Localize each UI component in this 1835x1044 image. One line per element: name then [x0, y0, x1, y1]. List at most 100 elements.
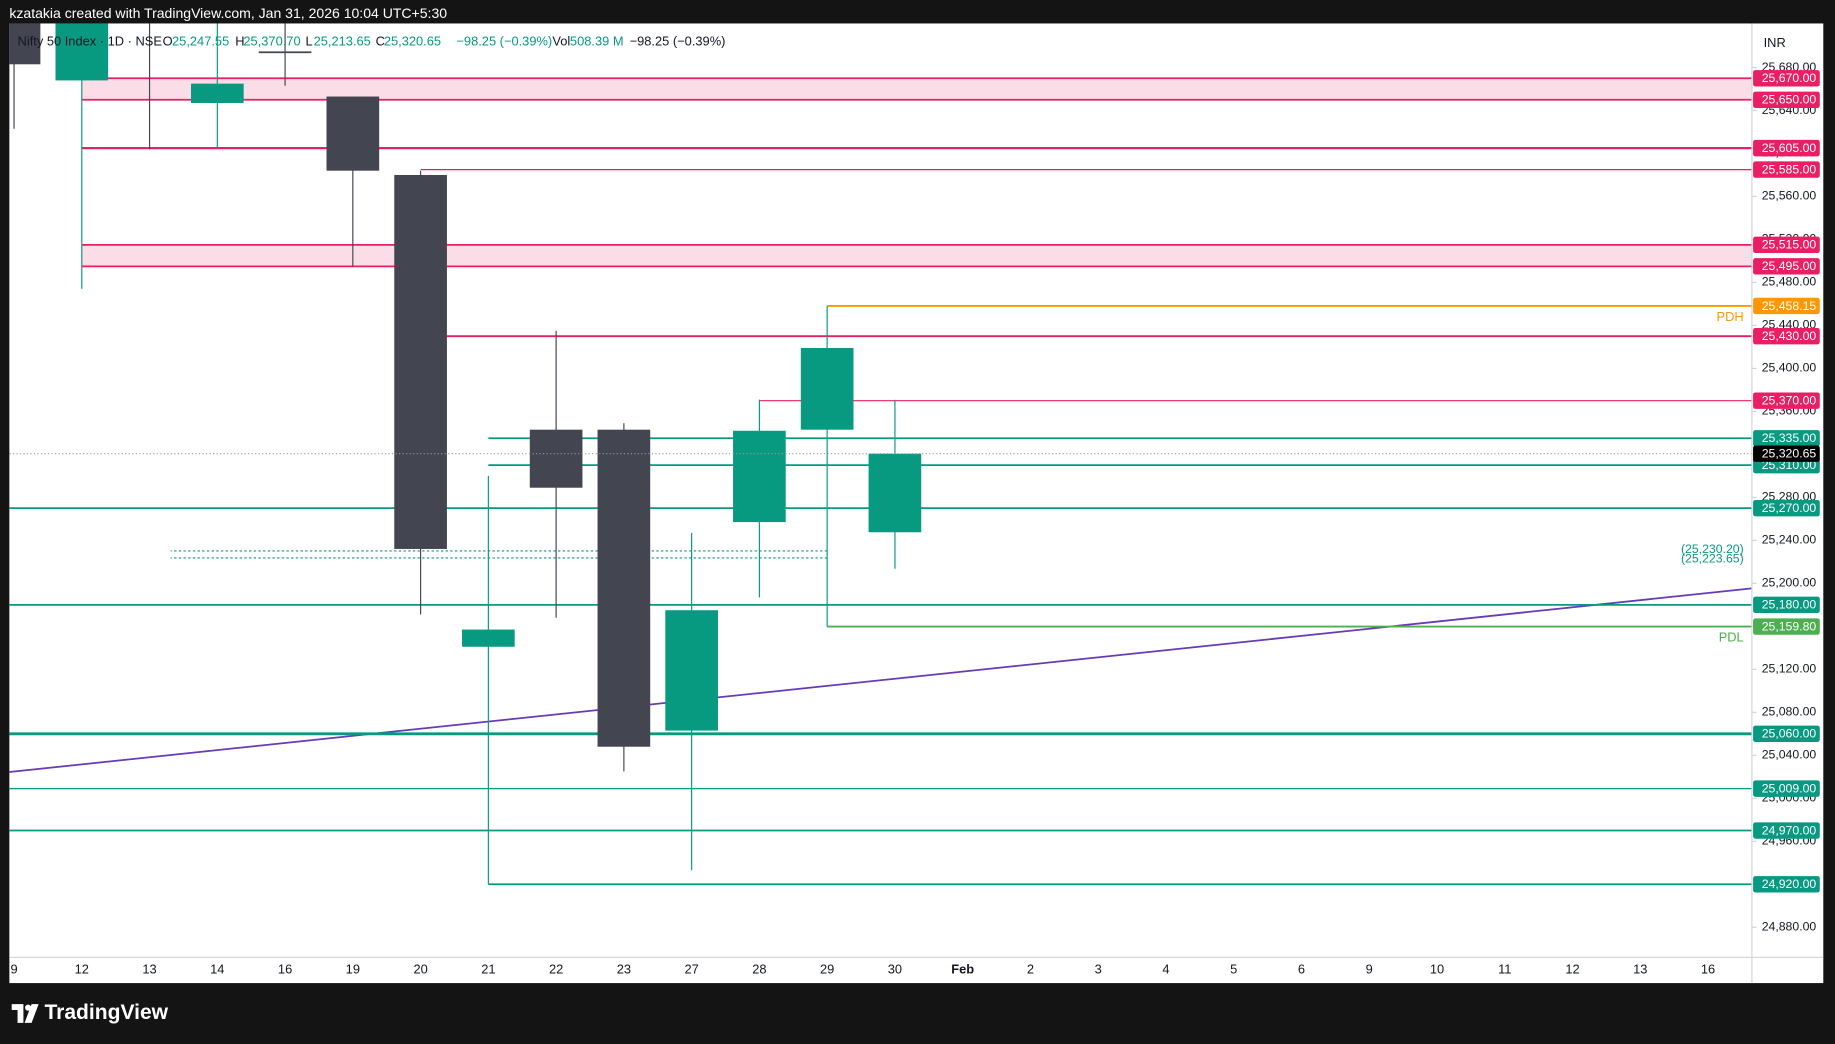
candle-body — [394, 174, 447, 549]
x-tick-label: 20 — [413, 962, 427, 977]
x-tick-label: 11 — [1498, 962, 1511, 977]
x-tick-label: 29 — [820, 962, 834, 977]
level-tag: PDH — [1717, 309, 1744, 324]
price-label-bg — [1753, 499, 1820, 517]
x-tick-label: 2 — [1027, 962, 1034, 977]
zone — [81, 78, 1752, 100]
x-tick-label: 28 — [752, 962, 766, 977]
candle-body — [462, 629, 515, 647]
price-label-bg — [1753, 392, 1820, 409]
y-tick-label: 25,240.00 — [1762, 533, 1817, 547]
x-tick-label: 23 — [617, 962, 631, 977]
logo-mark — [24, 1004, 39, 1023]
x-tick-label: 30 — [888, 962, 902, 977]
zone — [81, 244, 1752, 267]
change: −98.25 (−0.39%) — [456, 34, 552, 49]
price-label-bg — [1753, 139, 1820, 157]
volume-key: Vol — [552, 34, 570, 49]
price-axis: 24,880.0024,920.0024,960.0025,000.0025,0… — [1751, 60, 1820, 934]
candle-body — [55, 23, 109, 81]
price-label-bg — [1753, 780, 1820, 797]
price-label: 25,585.00 — [1762, 162, 1817, 176]
logo-mark — [25, 1004, 32, 1011]
x-tick-label: 10 — [1430, 962, 1444, 977]
price-label: 25,670.00 — [1762, 71, 1817, 85]
x-tick-label: 13 — [1633, 962, 1647, 977]
plot — [9, 23, 1752, 886]
ohlc-value: 25,247.55 — [172, 34, 229, 49]
price-label: 25,370.00 — [1762, 394, 1817, 408]
x-tick-label: Feb — [951, 962, 974, 977]
price-label: 24,920.00 — [1762, 877, 1817, 891]
price-label: 25,605.00 — [1762, 141, 1817, 155]
y-tick-label: 24,880.00 — [1762, 920, 1817, 934]
price-label-bg — [1753, 297, 1820, 315]
x-tick-label: 13 — [142, 962, 156, 977]
y-tick-label: 25,040.00 — [1762, 748, 1817, 762]
x-tick-label: 5 — [1230, 962, 1237, 977]
logo-mark — [11, 1004, 24, 1023]
y-tick-label: 25,120.00 — [1762, 662, 1817, 676]
price-label: 25,180.00 — [1762, 598, 1817, 612]
price-label-bg — [1753, 161, 1820, 178]
x-tick-label: 14 — [210, 962, 224, 977]
x-tick-label: 22 — [549, 962, 563, 977]
level-tag: PDL — [1719, 630, 1744, 645]
price-label: 25,159.80 — [1762, 619, 1817, 633]
x-tick-label: 21 — [481, 962, 495, 977]
candle-body — [190, 83, 244, 103]
candle-body — [9, 23, 41, 65]
price-label: 25,650.00 — [1762, 93, 1817, 107]
price-label-bg — [1753, 258, 1820, 275]
price-label: 25,495.00 — [1762, 259, 1817, 273]
price-label-bg — [1753, 876, 1820, 893]
candle-body — [733, 430, 786, 523]
price-label-bg — [1753, 618, 1820, 635]
price-label: 25,320.65 — [1762, 447, 1817, 461]
ohlc-key: H — [235, 34, 244, 49]
price-label: 25,009.00 — [1762, 781, 1817, 795]
price-label: 25,458.15 — [1762, 299, 1817, 313]
ohlc-key: L — [305, 34, 312, 49]
x-tick-label: 12 — [1565, 962, 1579, 977]
x-tick-label: 3 — [1095, 962, 1102, 977]
brand-logo — [11, 1004, 39, 1023]
candle-body — [258, 51, 312, 54]
x-tick-label: 27 — [684, 962, 698, 977]
ohlc-value: 25,320.65 — [384, 34, 441, 49]
ohlc-key: C — [376, 34, 385, 49]
candle-body — [326, 96, 380, 171]
price-label-bg — [1753, 596, 1820, 614]
legend: Nifty 50 Index · 1D · NSE O 25,247.55 H … — [18, 34, 726, 49]
price-label-bg — [1753, 822, 1820, 839]
x-tick-label: 19 — [346, 962, 360, 977]
y-tick-label: 25,200.00 — [1762, 576, 1817, 590]
price-label: 25,270.00 — [1762, 501, 1817, 515]
x-tick-label: 12 — [75, 962, 89, 977]
x-tick-label: 6 — [1298, 962, 1305, 977]
currency: INR — [1764, 35, 1786, 50]
ohlc-key: O — [163, 34, 173, 49]
price-label: 25,515.00 — [1762, 238, 1817, 252]
x-tick-label: 9 — [1366, 962, 1373, 977]
price-label-bg — [1753, 430, 1820, 447]
brand[interactable]: TradingView — [44, 1001, 168, 1024]
x-tick-label: 16 — [1701, 962, 1715, 977]
watermark: kzatakia created with TradingView.com, J… — [9, 5, 447, 21]
candle-body — [597, 429, 651, 747]
price-label-bg — [1753, 236, 1820, 254]
ohlc-value: 25,213.65 — [314, 34, 371, 49]
price-label-bg — [1753, 445, 1820, 462]
price-label-bg — [1753, 327, 1820, 345]
candle-body — [800, 348, 854, 430]
dotted-level-label: (25,230.20) — [1681, 542, 1744, 556]
candle-body — [868, 453, 922, 533]
price-label-bg — [1753, 725, 1820, 743]
price-label: 25,335.00 — [1762, 431, 1817, 445]
price-label: 25,430.00 — [1762, 329, 1817, 343]
x-tick-label: 4 — [1162, 962, 1169, 977]
price-label: 24,970.00 — [1762, 823, 1817, 837]
candle-body — [665, 610, 718, 731]
x-tick-label: 16 — [278, 962, 292, 977]
